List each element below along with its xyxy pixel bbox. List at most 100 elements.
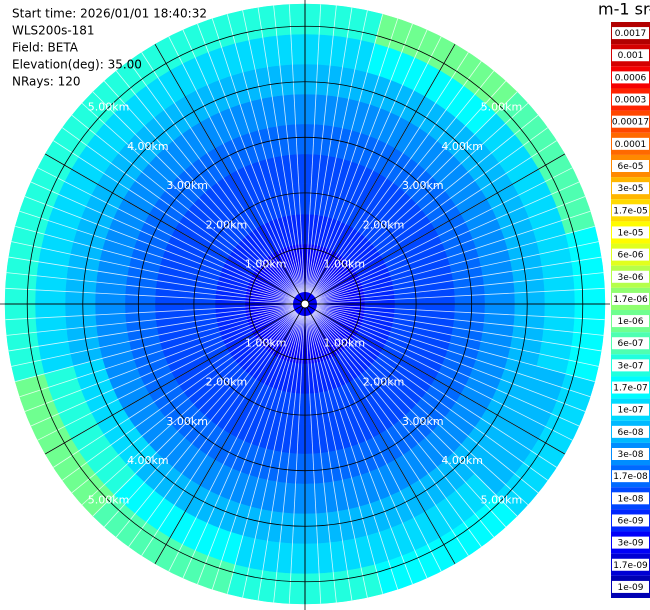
ray-line (316, 307, 591, 398)
ray-line (141, 313, 299, 556)
colorbar-label-bg (612, 381, 649, 394)
ray-line (71, 114, 296, 297)
ray-line (81, 311, 297, 506)
colorbar-label-bg (612, 292, 649, 305)
ray-line (197, 23, 302, 293)
colorbar-label-bg (612, 448, 649, 460)
ray-line (316, 305, 602, 352)
colorbar-label-bg (612, 115, 649, 128)
ray-line (315, 181, 580, 300)
colorbar-label: 1e-06 (618, 317, 644, 327)
colorbar-label: 1e-07 (618, 406, 644, 416)
header-line: Field: BETA (12, 41, 79, 55)
ray-line (310, 314, 442, 572)
colorbar-label-bg (612, 514, 649, 527)
ray-line (211, 18, 302, 293)
colorbar-label: 1.7e-05 (613, 206, 648, 216)
header-line: WLS200s-181 (12, 24, 95, 38)
ray-line (307, 315, 368, 598)
colorbar-label-bg (612, 359, 649, 372)
colorbar-label: 0.0006 (615, 73, 647, 83)
ray-line (128, 61, 299, 295)
range-label: 1.00km (323, 336, 365, 349)
range-label: 5.00km (481, 101, 523, 114)
ray-line (288, 4, 305, 293)
ray-line (316, 304, 605, 321)
range-label: 4.00km (127, 140, 169, 153)
colorbar-label-bg (612, 27, 649, 40)
ray-line (316, 196, 586, 301)
ray-line (37, 309, 295, 441)
range-gate (92, 13, 236, 114)
colorbar-label: 0.0001 (615, 140, 647, 150)
ray-line (8, 305, 294, 352)
ray-line (312, 80, 507, 296)
colorbar-label: 0.001 (618, 51, 644, 61)
ray-line (11, 306, 294, 367)
ray-line (316, 287, 605, 304)
colorbar-label: 1.7e-08 (613, 472, 648, 482)
ray-line (92, 312, 297, 517)
ray-line (307, 14, 384, 293)
range-label: 2.00km (363, 218, 405, 231)
colorbar-label: 3e-09 (618, 539, 644, 549)
ray-line (309, 29, 428, 294)
range-label: 5.00km (88, 101, 130, 114)
ray-line (8, 256, 294, 303)
colorbar-label-bg (612, 49, 649, 62)
ray-line (71, 311, 296, 494)
ray-line (314, 310, 548, 481)
ray-line (128, 313, 299, 547)
ray-line (168, 314, 300, 572)
colorbar-label: 1e-05 (618, 228, 644, 238)
ray-line (306, 315, 353, 601)
colorbar-label: 6e-08 (618, 428, 644, 438)
ray-line (30, 181, 295, 300)
colorbar-label: 1.7e-06 (613, 295, 648, 305)
ray-line (197, 315, 302, 585)
range-label: 1.00km (245, 336, 287, 349)
ray-line (308, 315, 413, 585)
ray-line (316, 304, 604, 336)
ray-line (316, 272, 604, 304)
colorbar-label-bg (612, 425, 649, 438)
range-label: 3.00km (166, 415, 208, 428)
colorbar-label: 3e-05 (618, 184, 644, 194)
colorbar-label: 6e-07 (618, 339, 644, 349)
ray-line (316, 241, 599, 302)
ring-labels: 1.00km 1.00km 1.00km 1.00km 2.00km 2.00km 2.00… (88, 101, 522, 507)
ray-line (19, 307, 294, 398)
ray-line (310, 36, 442, 294)
colorbar-label: 3e-06 (618, 273, 644, 283)
ray-line (316, 306, 599, 367)
range-label: 5.00km (481, 493, 523, 506)
header-line: NRays: 120 (12, 75, 81, 89)
ray-line (242, 315, 303, 598)
ray-line (309, 314, 428, 579)
colorbar-label-bg (612, 160, 649, 172)
ray-line (306, 7, 353, 293)
ray-line (257, 315, 304, 601)
range-label: 3.00km (402, 415, 444, 428)
colorbar-label: 1.7e-07 (613, 384, 648, 394)
colorbar-label: 3e-08 (618, 450, 644, 460)
ray-line (15, 306, 294, 383)
colorbar-label: 1e-08 (618, 494, 644, 504)
ray-line (315, 167, 573, 299)
ray-line (226, 315, 303, 594)
header-line: Start time: 2026/01/01 18:40:32 (12, 7, 207, 21)
range-label: 1.00km (323, 258, 365, 271)
ray-line (62, 127, 296, 298)
ray-line (37, 167, 295, 299)
colorbar-label: 0.0017 (615, 29, 647, 39)
ray-line (81, 102, 297, 297)
ray-line (311, 313, 469, 556)
colorbar-label-bg (612, 580, 649, 593)
ray-line (24, 307, 294, 412)
colorbar-label: 0.0003 (615, 96, 647, 106)
ray-line (6, 272, 294, 304)
colorbar-label-bg (612, 337, 649, 350)
ray-line (316, 225, 595, 302)
